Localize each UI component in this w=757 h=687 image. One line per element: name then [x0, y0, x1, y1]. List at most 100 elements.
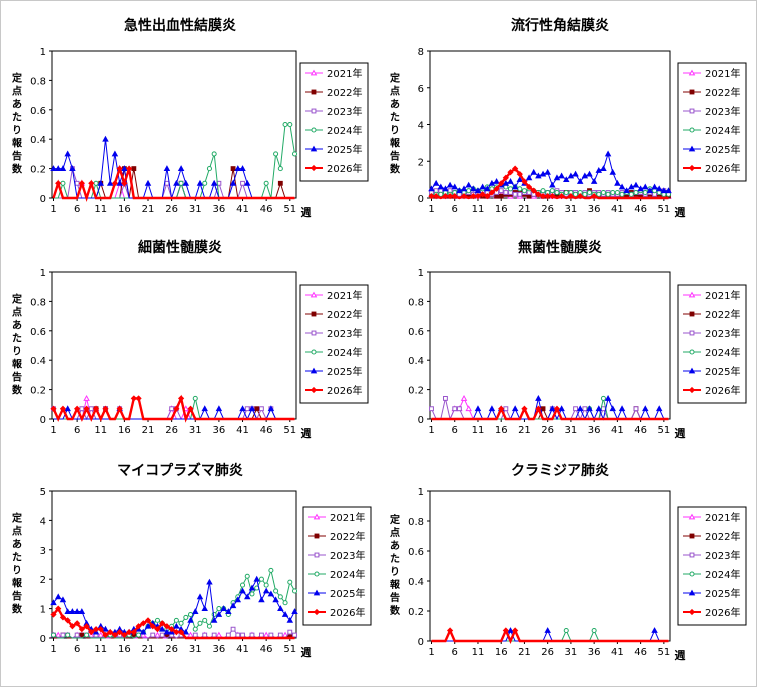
data-point [111, 150, 119, 157]
data-point [102, 631, 109, 639]
data-point [234, 596, 242, 603]
x-tick-label: 31 [189, 644, 202, 655]
data-point [428, 193, 435, 200]
data-point [163, 628, 171, 635]
x-tick-label: 11 [94, 425, 107, 436]
data-point [567, 193, 575, 200]
data-point [493, 185, 500, 192]
legend: 2021年 2022年 2023年 2024年 2025年 2026年 [677, 62, 747, 182]
data-point [460, 185, 468, 192]
plot-area [429, 490, 671, 642]
data-point [432, 179, 440, 186]
data-point [595, 167, 603, 173]
y-tick-label: 0 [40, 634, 46, 645]
data-point [446, 627, 454, 634]
data-point [187, 616, 194, 623]
x-tick-label: 11 [94, 644, 107, 655]
legend-label: 2024年 [327, 124, 362, 137]
data-point [135, 623, 142, 630]
chart-title: 細菌性髄膜炎 [138, 239, 222, 256]
data-point [442, 193, 449, 200]
data-point [177, 395, 185, 402]
data-point [50, 405, 57, 412]
data-point [651, 627, 658, 633]
data-point [65, 632, 71, 638]
data-point [512, 165, 519, 172]
data-point [642, 189, 648, 196]
legend-label: 2026年 [705, 384, 740, 397]
legend-box [677, 506, 747, 626]
data-point [239, 587, 246, 594]
data-point [173, 405, 180, 412]
data-point [182, 179, 190, 186]
x-tick-label: 6 [452, 647, 458, 658]
data-point [78, 180, 85, 187]
data-point [177, 165, 185, 172]
data-point [173, 622, 180, 629]
series-2026年 [50, 394, 295, 423]
x-axis-label: 週 [675, 205, 686, 219]
data-point [535, 172, 542, 179]
data-point [573, 406, 578, 412]
data-point [164, 180, 170, 186]
data-point [83, 405, 90, 412]
legend-label: 2022年 [705, 530, 740, 543]
legend-label: 2026年 [327, 162, 362, 175]
data-point [69, 608, 76, 614]
data-point [498, 188, 504, 194]
x-tick-label: 51 [283, 644, 296, 655]
x-tick-label: 6 [74, 644, 80, 655]
data-point [530, 168, 537, 175]
y-tick-label: 0.4 [30, 135, 46, 146]
legend-marker [313, 608, 321, 616]
plot-area [429, 271, 671, 420]
legend-label: 2022年 [330, 530, 365, 543]
data-point [201, 605, 208, 612]
data-point [540, 188, 546, 194]
x-tick-label: 11 [472, 425, 485, 436]
data-point [549, 181, 556, 188]
data-point [287, 579, 293, 585]
x-tick-label: 41 [611, 425, 624, 436]
data-point [442, 185, 449, 192]
data-point [121, 165, 128, 172]
data-point [525, 183, 533, 191]
y-tick-label: 0 [40, 194, 46, 205]
legend-label: 2021年 [330, 511, 365, 524]
data-point [535, 405, 542, 412]
data-point [83, 623, 90, 630]
legend-marker [689, 552, 695, 558]
data-point [438, 191, 444, 197]
legend-label: 2025年 [705, 143, 740, 156]
x-tick-label: 36 [588, 647, 601, 658]
y-axis-label: 定点あたり報告数 [12, 72, 23, 176]
x-tick-label: 51 [657, 425, 670, 436]
data-point [535, 191, 542, 198]
data-point [55, 605, 62, 612]
legend-label: 2025年 [327, 365, 362, 378]
legend-marker [689, 89, 695, 95]
data-point [553, 405, 561, 412]
data-point [507, 627, 514, 633]
data-point [517, 186, 523, 192]
data-point [79, 632, 85, 638]
data-point [655, 405, 663, 412]
data-point [163, 623, 171, 630]
x-tick-label: 1 [50, 644, 56, 655]
legend-label: 2023年 [330, 549, 365, 562]
data-point [258, 596, 265, 603]
x-tick-label: 26 [541, 204, 554, 215]
data-point [660, 187, 668, 194]
data-point [196, 593, 204, 600]
data-point [601, 406, 606, 412]
data-point [111, 180, 119, 187]
legend-marker [688, 608, 696, 616]
y-axis-label: 定点あたり報告数 [390, 72, 401, 176]
legend-label: 2021年 [705, 511, 740, 524]
data-point [159, 620, 166, 627]
y-tick-label: 0.2 [30, 386, 46, 397]
legend-label: 2024年 [327, 346, 362, 359]
data-point [116, 179, 123, 186]
